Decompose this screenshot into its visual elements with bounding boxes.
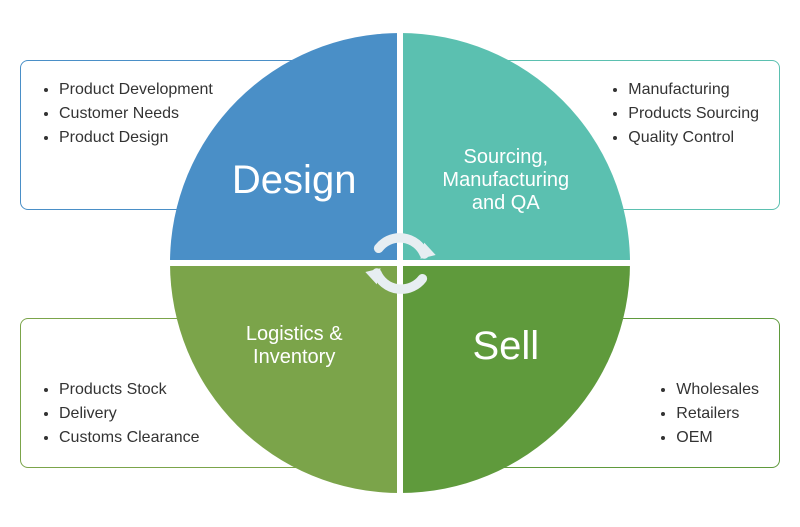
card-item: Manufacturing (628, 81, 759, 99)
card-item: Customer Needs (59, 105, 213, 123)
card-item: Product Design (59, 129, 213, 147)
card-item: Products Sourcing (628, 105, 759, 123)
wheel-gap-vertical (397, 33, 403, 493)
card-item: Quality Control (628, 129, 759, 147)
card-item: Wholesales (676, 381, 759, 399)
card-item: OEM (676, 429, 759, 447)
diagram-stage: Product Development Customer Needs Product… (0, 0, 800, 527)
card-item: Product Development (59, 81, 213, 99)
card-item: Products Stock (59, 381, 200, 399)
process-wheel (170, 33, 630, 493)
card-item: Retailers (676, 405, 759, 423)
card-item: Customs Clearance (59, 429, 200, 447)
card-item: Delivery (59, 405, 200, 423)
